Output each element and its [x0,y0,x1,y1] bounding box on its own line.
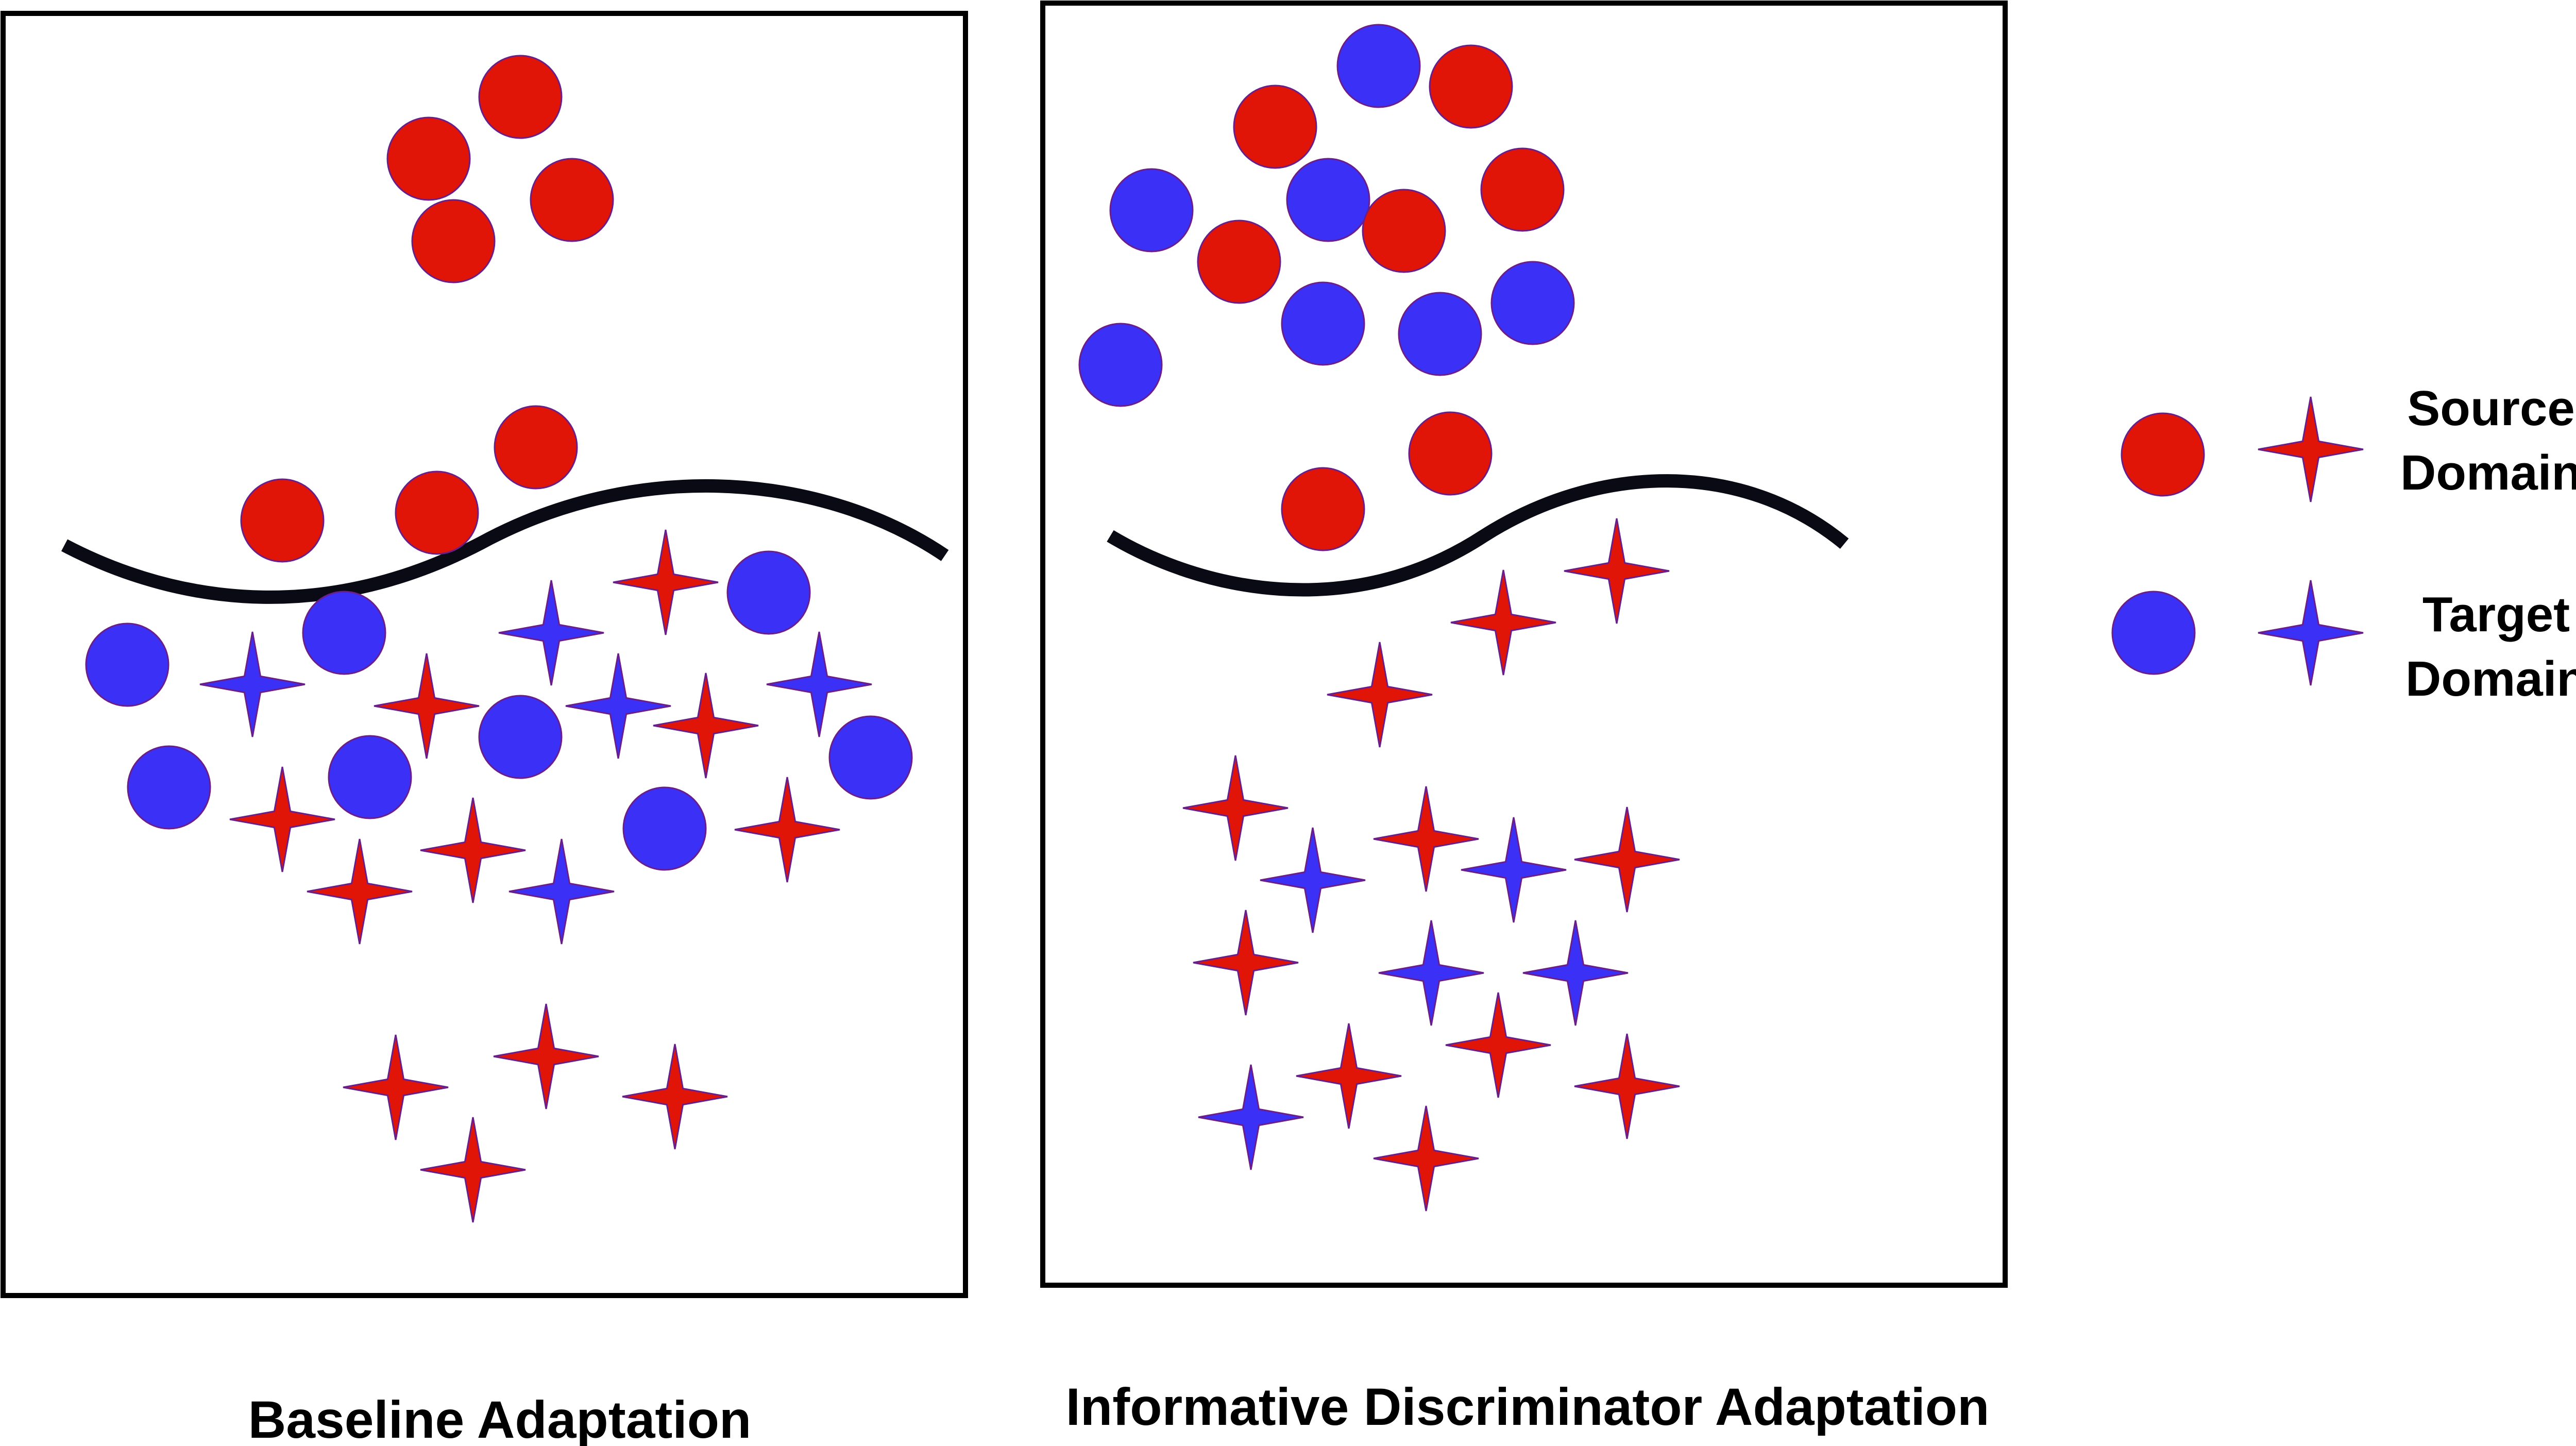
baseline-panel: Baseline Adaptation [1,11,968,1446]
baseline-panel-frame [1,11,968,1298]
source-circle-marker [240,478,325,563]
source-circle-marker [478,55,563,139]
source-circle-marker [1197,220,1281,304]
source-star-marker [374,653,480,759]
source-star-marker [1450,569,1556,676]
informative-caption: Informative Discriminator Adaptation [1066,1377,1990,1436]
source-star-marker [1373,1105,1479,1212]
informative-panel-frame [1040,1,2008,1288]
target-circle-marker [85,623,170,707]
legend: Source Domain Target Domain [2111,381,2576,707]
source-star-marker [420,1117,526,1223]
source-star-marker [622,1044,728,1150]
source-circle-marker [411,199,496,283]
source-star-marker [1373,786,1479,892]
target-circle-marker [1286,158,1370,242]
target-star-marker [1198,1064,1304,1170]
target-circle-marker [302,591,386,675]
source-circle-marker [1408,411,1493,496]
legend-markers [2111,396,2364,686]
target-star-marker [766,631,872,737]
target-star-marker [509,838,615,945]
baseline-caption: Baseline Adaptation [248,1390,752,1446]
source-star-marker [613,529,719,635]
informative-decision-boundary [1107,474,1849,597]
target-circle-marker [328,735,412,819]
source-star-marker [1445,992,1551,1098]
source-circle-marker [386,116,471,201]
legend-source-line1: Source [2407,381,2574,436]
source-star-marker [1574,1033,1680,1139]
source-star-marker [307,838,413,945]
legend-source-line2: Domain [2400,445,2576,500]
target-circle-marker [1490,261,1575,345]
legend-target-line1: Target [2422,587,2570,642]
source-circle-marker [1281,467,1365,551]
target-star-marker [1260,827,1366,933]
source-star-marker [734,777,840,883]
source-star-marker [1296,1023,1402,1129]
source-star-marker [653,672,759,779]
source-circle-marker [1429,44,1513,129]
source-circle-marker [530,158,614,242]
baseline-markers [85,55,913,1223]
target-circle-marker [2111,591,2196,675]
source-circle-marker [494,405,578,490]
source-circle-marker [1362,189,1446,273]
source-circle-marker [1480,147,1565,232]
target-star-marker [1461,817,1567,923]
target-circle-marker [726,550,811,635]
source-star-marker [229,766,335,872]
target-star-marker [498,580,604,686]
target-star-marker [2258,580,2364,686]
target-circle-marker [127,745,211,830]
source-star-marker [1574,806,1680,913]
baseline-decision-boundary [61,479,949,604]
target-circle-marker [828,715,913,800]
target-circle-marker [1336,24,1421,108]
target-circle-marker [622,786,707,871]
informative-markers [1078,24,1680,1212]
target-circle-marker [478,695,563,779]
target-star-marker [565,653,671,759]
source-star-marker [493,1003,599,1109]
source-star-marker [1327,642,1433,748]
source-star-marker [343,1034,449,1140]
target-circle-marker [1281,281,1365,366]
target-circle-marker [1109,168,1194,253]
legend-target-line2: Domain [2405,651,2576,707]
target-circle-marker [1078,323,1163,407]
target-star-marker [1378,920,1484,1026]
target-star-marker [199,631,306,737]
informative-panel: Informative Discriminator Adaptation [1040,1,2008,1436]
source-circle-marker [1233,85,1317,169]
source-star-marker [420,797,526,903]
source-star-marker [1564,518,1670,624]
source-circle-marker [395,470,479,555]
source-star-marker [1193,910,1299,1016]
source-star-marker [2258,396,2364,502]
source-circle-marker [2121,412,2205,497]
source-star-marker [1182,755,1289,861]
target-star-marker [1522,920,1629,1026]
target-circle-marker [1398,292,1482,376]
